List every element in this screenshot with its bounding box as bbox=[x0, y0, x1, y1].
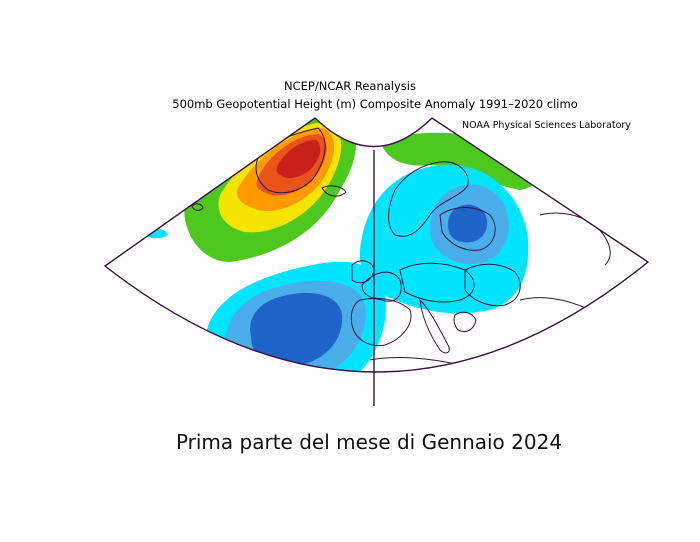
positive-anomaly-africa bbox=[395, 380, 450, 410]
credit-label: NOAA Physical Sciences Laboratory bbox=[462, 120, 631, 131]
positive-anomaly-darkred bbox=[276, 140, 321, 178]
negative-anomaly-atlantic-core bbox=[250, 292, 343, 366]
projection-outline bbox=[103, 117, 650, 373]
title-line2: 500mb Geopotential Height (m) Composite … bbox=[172, 97, 578, 111]
anomaly-fields bbox=[140, 118, 641, 410]
negative-anomaly-west-edge bbox=[140, 227, 168, 239]
negative-anomaly-east-edge bbox=[560, 327, 590, 343]
map-caption: Prima parte del mese di Gennaio 2024 bbox=[175, 430, 563, 454]
negative-anomaly-europe-core bbox=[448, 204, 488, 243]
title-line1: NCEP/NCAR Reanalysis bbox=[284, 79, 416, 93]
